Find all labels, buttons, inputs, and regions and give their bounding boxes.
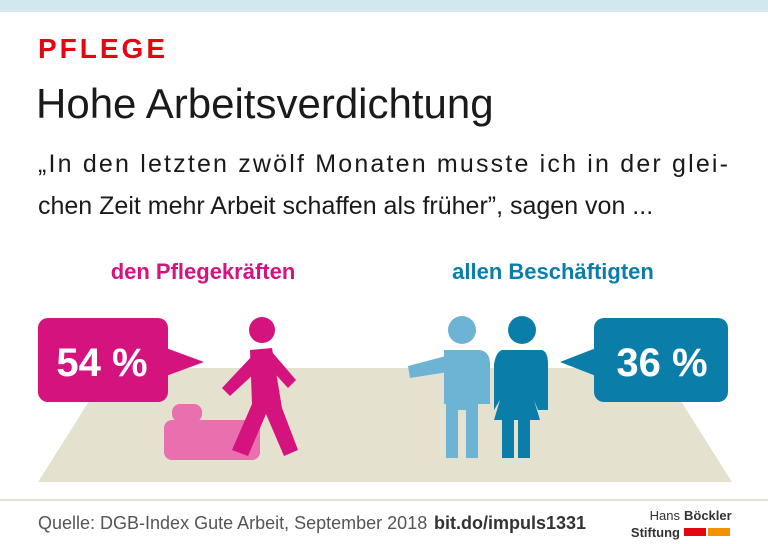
walker-icon — [222, 317, 298, 456]
speech-bubble — [38, 318, 204, 402]
speech-bubble — [560, 318, 728, 402]
value-label: 54 % — [56, 341, 147, 385]
quote-line: „In den letzten zwölf Monaten musste ich… — [38, 150, 728, 178]
value-label: 36 % — [616, 341, 707, 385]
source: Quelle: DGB-Index Gute Arbeit, September… — [38, 513, 427, 533]
quote-line: chen Zeit mehr Arbeit schaffen als frühe… — [38, 192, 653, 220]
title: Hohe Arbeitsverdichtung — [36, 80, 494, 127]
woman-icon — [494, 316, 548, 458]
kicker: PFLEGE — [38, 33, 168, 64]
group-label: den Pflegekräften — [111, 259, 296, 284]
group-label: allen Beschäftigten — [452, 259, 654, 284]
logo-text: Stiftung — [631, 525, 680, 540]
link[interactable]: bit.do/impuls1331 — [434, 513, 586, 533]
logo-text: Hans — [650, 508, 681, 523]
logo-text: Böckler — [684, 508, 732, 523]
logo: Hans Böckler Stiftung — [631, 508, 732, 540]
top-band — [0, 0, 768, 12]
man-icon — [408, 316, 490, 458]
